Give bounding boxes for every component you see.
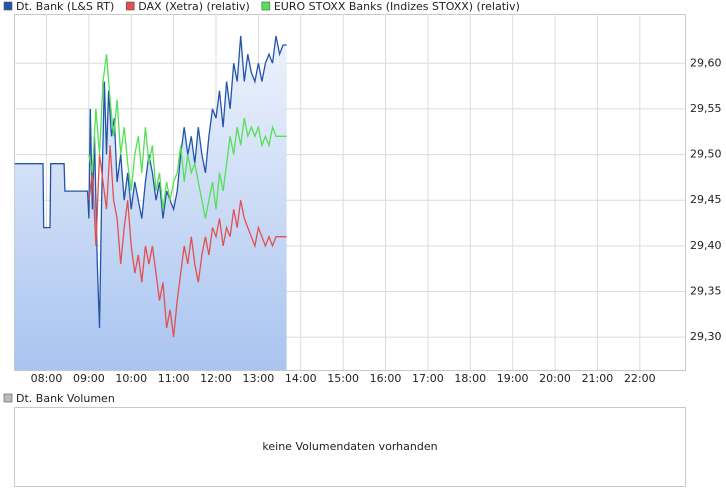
x-tick-label: 17:00 xyxy=(412,372,444,385)
legend-label: Dt. Bank (L&S RT) xyxy=(16,0,114,13)
y-tick-label: 29,50 xyxy=(690,148,722,161)
legend-label: Dt. Bank Volumen xyxy=(16,392,115,405)
x-tick-label: 14:00 xyxy=(285,372,317,385)
y-tick-label: 29,55 xyxy=(690,102,722,115)
x-tick-label: 20:00 xyxy=(539,372,571,385)
legend-swatch xyxy=(261,1,271,11)
y-tick-label: 29,40 xyxy=(690,239,722,252)
x-tick-label: 08:00 xyxy=(31,372,63,385)
series-line xyxy=(88,145,287,338)
x-tick-label: 15:00 xyxy=(327,372,359,385)
series-line xyxy=(88,54,287,219)
x-tick-label: 22:00 xyxy=(624,372,656,385)
x-tick-label: 11:00 xyxy=(158,372,190,385)
y-tick-label: 29,35 xyxy=(690,284,722,297)
x-tick-label: 16:00 xyxy=(370,372,402,385)
x-tick-label: 21:00 xyxy=(582,372,614,385)
x-tick-label: 19:00 xyxy=(497,372,529,385)
x-tick-label: 13:00 xyxy=(243,372,275,385)
y-tick-label: 29,30 xyxy=(690,330,722,343)
y-tick-label: 29,60 xyxy=(690,56,722,69)
legend-label: DAX (Xetra) (relativ) xyxy=(138,0,250,13)
volume-frame xyxy=(14,407,686,487)
series-line xyxy=(14,35,287,329)
x-tick-label: 12:00 xyxy=(200,372,232,385)
x-tick-label: 18:00 xyxy=(454,372,486,385)
legend-swatch xyxy=(3,1,13,11)
legend-label: EURO STOXX Banks (Indizes STOXX) (relati… xyxy=(274,0,520,13)
volume-note: keine Volumendaten vorhanden xyxy=(262,440,437,453)
x-tick-label: 10:00 xyxy=(115,372,147,385)
plot-frame xyxy=(14,14,686,371)
price-area xyxy=(14,35,287,371)
legend-swatch xyxy=(125,1,135,11)
legend-swatch xyxy=(3,393,13,403)
y-tick-label: 29,45 xyxy=(690,193,722,206)
x-tick-label: 09:00 xyxy=(73,372,105,385)
